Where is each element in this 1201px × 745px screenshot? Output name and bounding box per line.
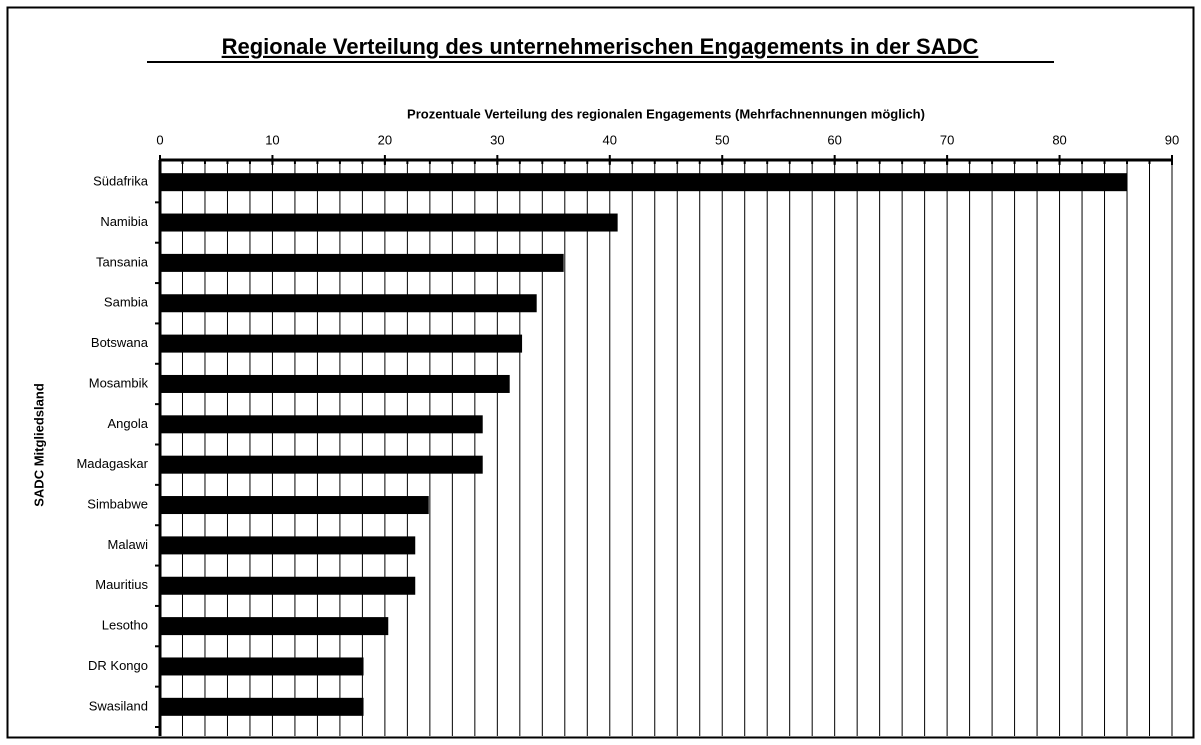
y-tick-label: Madagaskar bbox=[76, 456, 148, 471]
y-tick-label: Sambia bbox=[104, 295, 149, 310]
x-tick-label: 60 bbox=[827, 132, 841, 147]
y-tick-label: Tansania bbox=[96, 254, 149, 269]
bar bbox=[160, 657, 364, 676]
y-tick-label: Swasiland bbox=[89, 698, 148, 713]
bar bbox=[160, 576, 416, 595]
y-tick-label: Südafrika bbox=[93, 174, 149, 189]
bar bbox=[160, 415, 483, 434]
x-tick-label: 80 bbox=[1052, 132, 1066, 147]
y-tick-label: Mauritius bbox=[95, 577, 148, 592]
x-tick-label: 90 bbox=[1165, 132, 1179, 147]
bar bbox=[160, 213, 618, 232]
bar bbox=[160, 536, 416, 555]
bar bbox=[160, 374, 510, 393]
bar bbox=[160, 496, 429, 515]
bar bbox=[160, 294, 537, 313]
y-tick-label: Namibia bbox=[100, 214, 148, 229]
chart-title: Regionale Verteilung des unternehmerisch… bbox=[222, 34, 979, 59]
y-tick-label: Lesotho bbox=[102, 618, 148, 633]
x-tick-label: 50 bbox=[715, 132, 729, 147]
y-tick-label: Simbabwe bbox=[87, 496, 148, 511]
x-axis-label: Prozentuale Verteilung des regionalen En… bbox=[407, 106, 925, 121]
y-tick-label: Botswana bbox=[91, 335, 149, 350]
x-tick-label: 10 bbox=[265, 132, 279, 147]
bar bbox=[160, 455, 483, 474]
bar bbox=[160, 253, 564, 272]
y-tick-label: Malawi bbox=[108, 537, 149, 552]
y-tick-label: Mosambik bbox=[89, 375, 149, 390]
x-tick-label: 0 bbox=[156, 132, 163, 147]
bar bbox=[160, 334, 523, 353]
y-axis-label: SADC Mitgliedsland bbox=[31, 383, 46, 507]
bar bbox=[160, 617, 389, 636]
x-tick-label: 20 bbox=[378, 132, 392, 147]
bar bbox=[160, 697, 364, 716]
x-tick-label: 30 bbox=[490, 132, 504, 147]
bar bbox=[160, 173, 1128, 192]
x-tick-label: 70 bbox=[940, 132, 954, 147]
y-tick-label: DR Kongo bbox=[88, 658, 148, 673]
y-tick-label: Angola bbox=[108, 416, 149, 431]
x-tick-label: 40 bbox=[603, 132, 617, 147]
